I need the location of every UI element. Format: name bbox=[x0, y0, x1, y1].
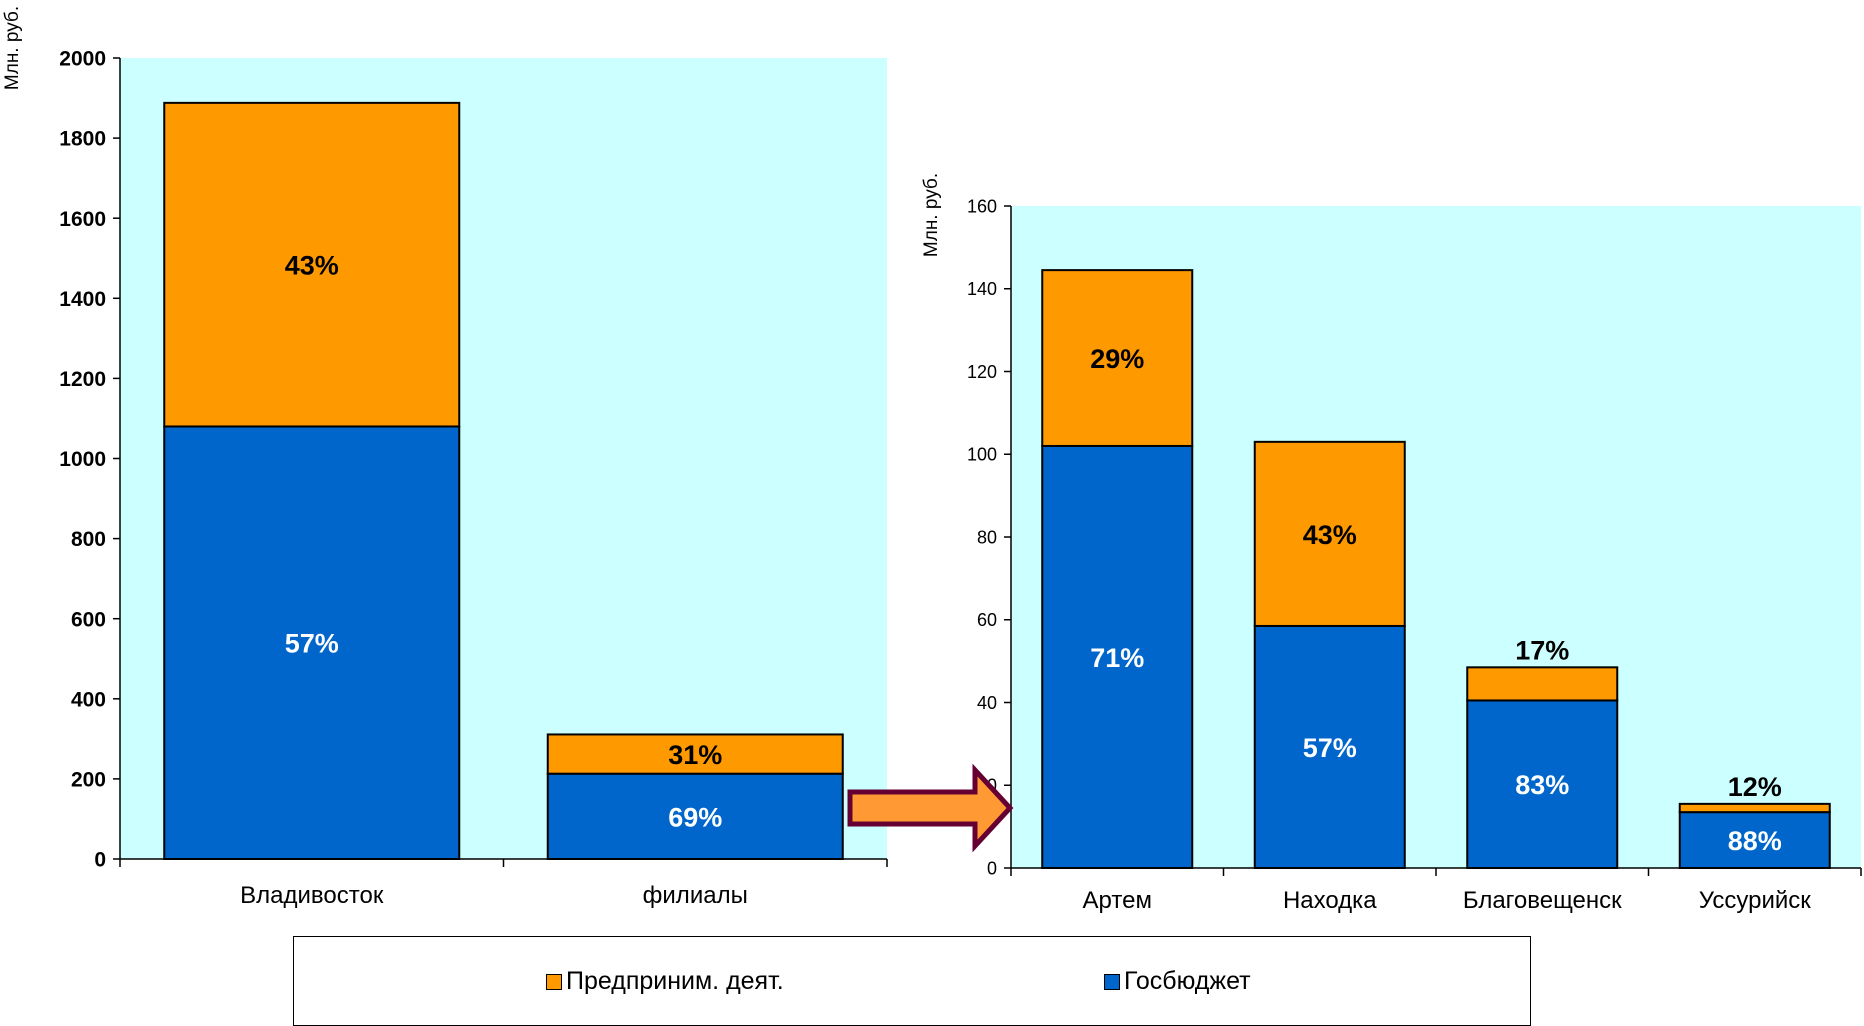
right-x-tick-label: Благовещенск bbox=[1463, 887, 1622, 914]
transition-arrow bbox=[847, 763, 1014, 853]
left-y-tick-label: 1000 bbox=[59, 448, 106, 471]
right-y-tick-label: 140 bbox=[967, 279, 997, 299]
right-y-tick-label: 40 bbox=[977, 693, 997, 713]
right-bar-budget bbox=[1041, 444, 1194, 869]
legend-swatch-budget bbox=[1104, 973, 1120, 990]
right-data-label: 12% bbox=[1728, 772, 1782, 802]
left-chart: 0 200 400 600 800 1000 1200 1400 1600 1800 2000 Млн… bbox=[2, 6, 888, 909]
legend-label-entrepreneurial: Предприним. деят. bbox=[566, 967, 784, 995]
left-bar-entrepreneurial bbox=[546, 733, 844, 775]
right-y-tick-label: 80 bbox=[977, 527, 997, 547]
right-y-tick-label: 160 bbox=[967, 196, 997, 216]
left-y-tick-label: 400 bbox=[71, 688, 106, 711]
left-bar-budget bbox=[546, 772, 844, 860]
left-data-label: 57% bbox=[285, 629, 339, 659]
legend-swatch-entrepreneurial bbox=[546, 973, 562, 990]
left-y-tick-label: 600 bbox=[71, 608, 106, 631]
right-y-tick-label: 100 bbox=[967, 445, 997, 465]
right-x-tick-label: Артем bbox=[1083, 887, 1152, 914]
right-data-label: 71% bbox=[1090, 643, 1144, 673]
right-y-tick-label: 60 bbox=[977, 610, 997, 630]
left-x-tick-label: филиалы bbox=[643, 882, 748, 909]
legend-label-budget: Госбюджет bbox=[1124, 967, 1251, 995]
left-y-tick-label: 200 bbox=[71, 768, 106, 791]
right-y-tick-label: 120 bbox=[967, 362, 997, 382]
right-bar-entrepreneurial bbox=[1041, 269, 1194, 447]
right-data-label: 57% bbox=[1303, 733, 1357, 763]
right-bar-budget bbox=[1678, 811, 1831, 869]
right-arrow-icon bbox=[847, 763, 1014, 853]
right-y-tick-label: 0 bbox=[987, 858, 997, 878]
left-bar-entrepreneurial bbox=[163, 101, 461, 428]
right-x-tick-label: Находка bbox=[1283, 887, 1377, 914]
left-data-label: 69% bbox=[668, 802, 722, 832]
right-x-tick-label: Уссурийск bbox=[1699, 887, 1812, 914]
left-y-tick-label: 1200 bbox=[59, 368, 106, 391]
right-data-label: 17% bbox=[1515, 635, 1569, 665]
right-data-label: 88% bbox=[1728, 826, 1782, 856]
left-data-label: 31% bbox=[668, 740, 722, 770]
left-y-tick-label: 0 bbox=[94, 849, 106, 872]
left-y-tick-label: 1800 bbox=[59, 128, 106, 151]
right-data-label: 43% bbox=[1303, 520, 1357, 550]
left-y-tick-label: 2000 bbox=[59, 48, 106, 71]
right-data-label: 83% bbox=[1515, 770, 1569, 800]
left-x-tick-label: Владивосток bbox=[240, 882, 384, 909]
right-y-axis-title: Млн. руб. bbox=[921, 173, 942, 257]
right-bar-budget bbox=[1253, 624, 1406, 869]
legend: Предприним. деят. Госбюджет bbox=[293, 936, 1531, 1026]
right-data-label: 29% bbox=[1090, 344, 1144, 374]
left-y-axis-title: Млн. руб. bbox=[2, 6, 23, 90]
left-y-tick-label: 1400 bbox=[59, 288, 106, 311]
legend-item-entrepreneurial: Предприним. деят. bbox=[546, 967, 784, 996]
right-bar-budget bbox=[1466, 699, 1619, 870]
right-bar-entrepreneurial bbox=[1678, 802, 1831, 814]
left-data-label: 43% bbox=[285, 251, 339, 281]
legend-item-budget: Госбюджет bbox=[1104, 967, 1251, 996]
left-y-tick-label: 1600 bbox=[59, 208, 106, 231]
right-bar-entrepreneurial bbox=[1466, 666, 1619, 702]
right-chart: 020406080100120140160Млн. руб.Артем71%29… bbox=[921, 173, 1862, 914]
right-bar-entrepreneurial bbox=[1253, 440, 1406, 627]
left-y-tick-label: 800 bbox=[71, 528, 106, 551]
